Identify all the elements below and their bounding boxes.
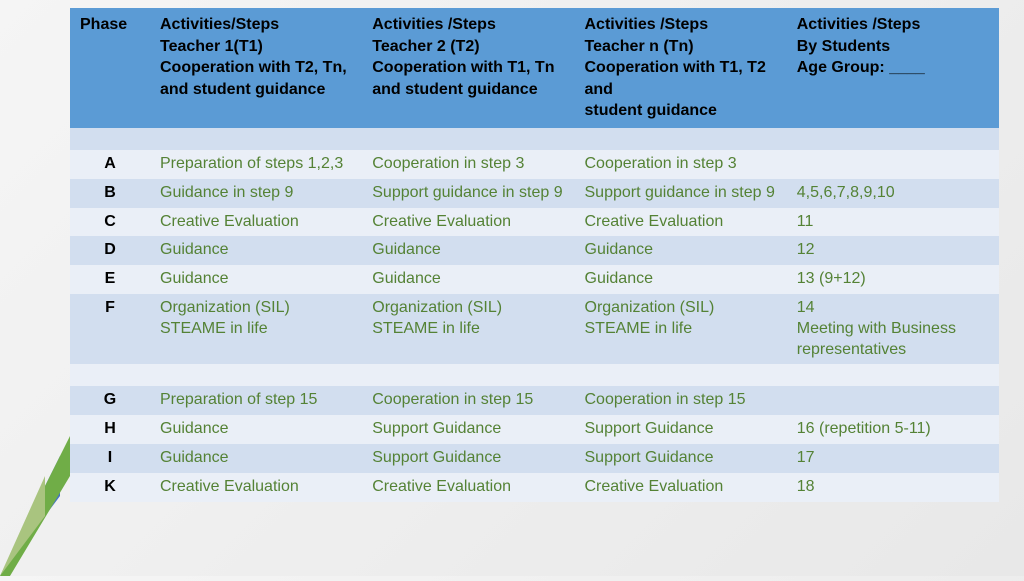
- header-phase: Phase: [70, 8, 150, 128]
- t1-cell: [150, 128, 362, 150]
- tn-cell: Guidance: [575, 265, 787, 294]
- t2-cell: Guidance: [362, 265, 574, 294]
- t2-cell: Support Guidance: [362, 444, 574, 473]
- t1-cell: Creative Evaluation: [150, 473, 362, 502]
- phase-cell: I: [70, 444, 150, 473]
- phase-cell: B: [70, 179, 150, 208]
- table-row: IGuidanceSupport GuidanceSupport Guidanc…: [70, 444, 999, 473]
- phase-cell: H: [70, 415, 150, 444]
- students-cell: [787, 128, 999, 150]
- t2-cell: [362, 364, 574, 386]
- phase-cell: [70, 364, 150, 386]
- students-cell: 18: [787, 473, 999, 502]
- table-row: DGuidanceGuidanceGuidance12: [70, 236, 999, 265]
- t1-cell: Guidance: [150, 444, 362, 473]
- t2-cell: Guidance: [362, 236, 574, 265]
- tn-cell: [575, 364, 787, 386]
- header-t2: Activities /StepsTeacher 2 (T2)Cooperati…: [362, 8, 574, 128]
- header-row: Phase Activities/StepsTeacher 1(T1)Coope…: [70, 8, 999, 128]
- students-cell: [787, 386, 999, 415]
- header-t1: Activities/StepsTeacher 1(T1)Cooperation…: [150, 8, 362, 128]
- t1-cell: Preparation of step 15: [150, 386, 362, 415]
- tn-cell: Creative Evaluation: [575, 473, 787, 502]
- students-cell: 12: [787, 236, 999, 265]
- t2-cell: Support Guidance: [362, 415, 574, 444]
- header-students: Activities /StepsBy StudentsAge Group: _…: [787, 8, 999, 128]
- students-cell: 11: [787, 208, 999, 237]
- t2-cell: Cooperation in step 15: [362, 386, 574, 415]
- t1-cell: Guidance: [150, 265, 362, 294]
- students-cell: [787, 150, 999, 179]
- t1-cell: Preparation of steps 1,2,3: [150, 150, 362, 179]
- t1-cell: Guidance in step 9: [150, 179, 362, 208]
- phase-cell: E: [70, 265, 150, 294]
- tn-cell: Creative Evaluation: [575, 208, 787, 237]
- phase-cell: C: [70, 208, 150, 237]
- table-row: KCreative EvaluationCreative EvaluationC…: [70, 473, 999, 502]
- t1-cell: Organization (SIL) STEAME in life: [150, 294, 362, 364]
- t2-cell: Cooperation in step 3: [362, 150, 574, 179]
- students-cell: 4,5,6,7,8,9,10: [787, 179, 999, 208]
- t2-cell: [362, 128, 574, 150]
- students-cell: 16 (repetition 5-11): [787, 415, 999, 444]
- header-tn: Activities /StepsTeacher n (Tn)Cooperati…: [575, 8, 787, 128]
- t2-cell: Creative Evaluation: [362, 473, 574, 502]
- phase-cell: G: [70, 386, 150, 415]
- tn-cell: Guidance: [575, 236, 787, 265]
- corner-decoration: [0, 376, 80, 576]
- students-cell: 14Meeting with Business representatives: [787, 294, 999, 364]
- table-row: APreparation of steps 1,2,3Cooperation i…: [70, 150, 999, 179]
- table-row: FOrganization (SIL) STEAME in lifeOrgani…: [70, 294, 999, 364]
- tn-cell: Cooperation in step 15: [575, 386, 787, 415]
- table-row: EGuidanceGuidanceGuidance13 (9+12): [70, 265, 999, 294]
- t1-cell: Guidance: [150, 236, 362, 265]
- t1-cell: Creative Evaluation: [150, 208, 362, 237]
- t1-cell: [150, 364, 362, 386]
- phase-cell: F: [70, 294, 150, 364]
- table-row: [70, 128, 999, 150]
- tn-cell: Support Guidance: [575, 415, 787, 444]
- phase-cell: [70, 128, 150, 150]
- t2-cell: Creative Evaluation: [362, 208, 574, 237]
- phase-cell: A: [70, 150, 150, 179]
- students-cell: 13 (9+12): [787, 265, 999, 294]
- t1-cell: Guidance: [150, 415, 362, 444]
- table-row: [70, 364, 999, 386]
- t2-cell: Organization (SIL) STEAME in life: [362, 294, 574, 364]
- phase-table-container: Phase Activities/StepsTeacher 1(T1)Coope…: [70, 8, 999, 502]
- tn-cell: Support guidance in step 9: [575, 179, 787, 208]
- table-row: BGuidance in step 9Support guidance in s…: [70, 179, 999, 208]
- table-row: CCreative EvaluationCreative EvaluationC…: [70, 208, 999, 237]
- table-row: GPreparation of step 15Cooperation in st…: [70, 386, 999, 415]
- students-cell: 17: [787, 444, 999, 473]
- phase-table: Phase Activities/StepsTeacher 1(T1)Coope…: [70, 8, 999, 502]
- tn-cell: Support Guidance: [575, 444, 787, 473]
- tn-cell: [575, 128, 787, 150]
- students-cell: [787, 364, 999, 386]
- phase-cell: K: [70, 473, 150, 502]
- t2-cell: Support guidance in step 9: [362, 179, 574, 208]
- phase-cell: D: [70, 236, 150, 265]
- tn-cell: Organization (SIL) STEAME in life: [575, 294, 787, 364]
- tn-cell: Cooperation in step 3: [575, 150, 787, 179]
- table-row: HGuidanceSupport GuidanceSupport Guidanc…: [70, 415, 999, 444]
